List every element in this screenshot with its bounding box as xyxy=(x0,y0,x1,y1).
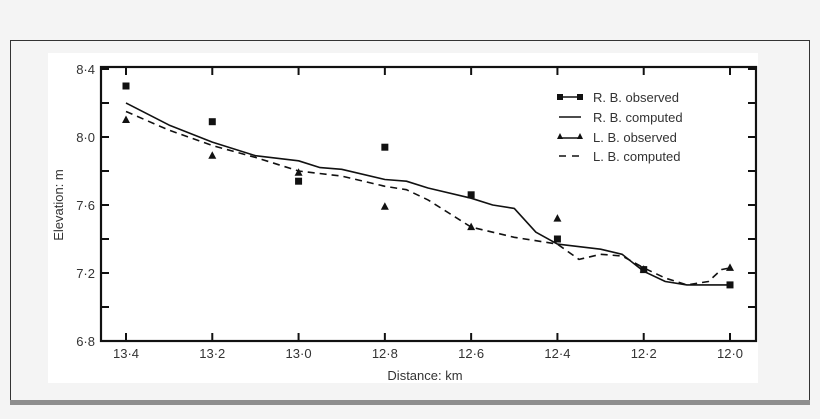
square-marker-icon xyxy=(577,94,583,100)
legend: R. B. observed R. B. computed L. B. observ… xyxy=(557,90,683,164)
rb-observed-marker xyxy=(726,281,734,289)
frame-bottom-bar xyxy=(10,400,810,405)
legend-label: L. B. computed xyxy=(593,149,680,164)
rb-observed-marker xyxy=(208,118,216,126)
rb-observed-marker xyxy=(553,235,561,243)
y-tick-label: 8·4 xyxy=(76,62,95,77)
x-tick-label: 13·2 xyxy=(199,346,225,361)
axes xyxy=(99,65,758,343)
rb-computed-line xyxy=(125,102,730,286)
legend-item: R. B. observed xyxy=(557,90,679,105)
plot-frame xyxy=(99,65,758,343)
y-tick-label: 7·2 xyxy=(76,266,95,281)
lb-observed-marker xyxy=(553,214,562,222)
lb-observed-marker xyxy=(208,151,217,159)
ticks: 13·4 13·2 13·0 12·8 12·6 12·4 12·2 12·0 8·4 8·0 7·… xyxy=(76,62,756,361)
x-tick-label: 13·0 xyxy=(286,346,312,361)
legend-label: L. B. observed xyxy=(593,130,677,145)
x-tick-label: 12·8 xyxy=(372,346,398,361)
series-layer xyxy=(122,82,734,289)
y-tick-label: 7·6 xyxy=(76,198,95,213)
x-tick-label: 13·4 xyxy=(113,346,139,361)
chart-panel xyxy=(48,53,758,383)
rb-observed-marker xyxy=(381,143,389,151)
rb-observed-marker xyxy=(467,191,475,199)
x-tick-label: 12·4 xyxy=(544,346,570,361)
x-tick-label: 12·0 xyxy=(717,346,743,361)
x-axis-title: Distance: km xyxy=(387,368,462,383)
triangle-marker-icon xyxy=(577,133,583,139)
legend-item: L. B. computed xyxy=(559,149,680,164)
legend-item: L. B. observed xyxy=(557,130,677,145)
triangle-marker-icon xyxy=(557,133,563,139)
lb-observed-marker xyxy=(467,222,476,231)
rb-observed-marker xyxy=(295,177,303,185)
y-tick-label: 8·0 xyxy=(76,130,95,145)
y-tick-label: 6·8 xyxy=(76,334,95,349)
lb-observed-marker xyxy=(380,202,389,210)
y-axis-title: Elevation: m xyxy=(51,169,66,241)
lb-observed-marker xyxy=(122,115,130,123)
lb-observed-marker xyxy=(639,265,648,273)
legend-label: R. B. computed xyxy=(593,110,683,125)
x-tick-label: 12·2 xyxy=(631,346,657,361)
lb-computed-line xyxy=(125,110,731,286)
lb-observed-marker xyxy=(294,168,303,176)
legend-label: R. B. observed xyxy=(593,90,679,105)
legend-item: R. B. computed xyxy=(559,110,683,125)
square-marker-icon xyxy=(557,94,563,100)
x-tick-label: 12·6 xyxy=(458,346,484,361)
lb-observed-marker xyxy=(726,263,734,271)
rb-observed-marker xyxy=(122,82,130,90)
